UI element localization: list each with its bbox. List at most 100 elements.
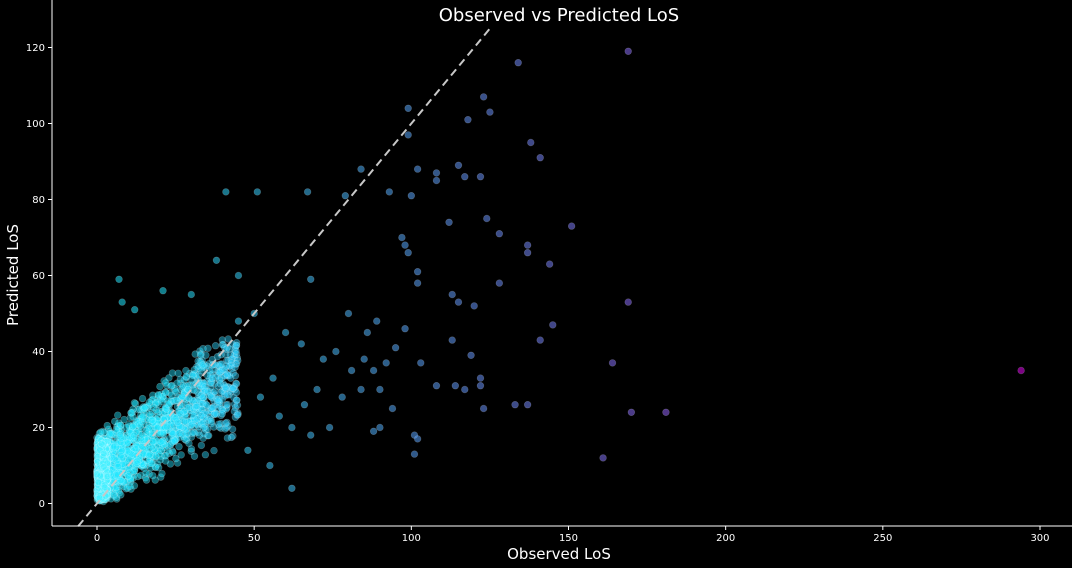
data-point [172,454,180,463]
data-point [203,425,212,433]
data-point [174,414,183,422]
data-point [165,401,173,410]
data-point [118,449,127,457]
y-tick-label: 120 [26,43,45,54]
data-point [139,408,148,417]
data-point [144,402,153,411]
data-point [214,367,222,375]
data-point [174,421,183,430]
data-point [108,429,116,438]
data-point [225,371,234,380]
data-point [114,458,122,467]
data-point [188,407,196,415]
data-point [196,417,204,426]
data-point [126,428,135,437]
data-point [133,460,141,468]
data-point [189,371,197,380]
data-point [136,441,144,449]
data-point [136,417,145,426]
data-point [158,469,166,478]
x-tick-label: 300 [1030,533,1049,544]
data-point [608,359,617,367]
data-point [145,457,153,466]
data-point [173,413,181,421]
data-point [221,364,229,373]
data-point [369,366,378,375]
data-point [205,407,213,415]
data-point [176,426,184,434]
data-point [232,379,240,387]
data-point [180,407,188,416]
data-point [174,369,182,377]
data-point [373,317,381,325]
data-point [105,430,114,438]
data-point [159,392,167,401]
data-point [161,403,169,412]
data-point [130,471,139,479]
data-point [215,423,223,431]
data-point [155,407,164,416]
data-point [189,407,198,416]
data-point [165,420,174,428]
data-point [210,391,219,399]
data-point [203,401,211,409]
data-point [138,460,147,469]
data-point [220,381,229,390]
data-point [142,427,150,435]
data-point [207,391,216,400]
data-point [166,434,174,442]
data-point [148,408,157,416]
data-point [194,362,203,370]
data-point [206,388,214,396]
data-point [170,434,178,443]
data-point [191,397,199,405]
data-point [94,478,103,487]
data-point [148,459,156,467]
data-point [180,424,188,433]
data-point [215,368,224,377]
data-point [198,405,207,414]
data-point [186,369,194,378]
data-point [210,410,219,418]
data-point [138,394,147,403]
data-point [123,457,131,465]
x-axis-label: Observed LoS [507,545,611,563]
data-point [221,419,230,427]
data-point [228,355,236,363]
data-point [137,424,145,433]
data-point [193,420,201,428]
data-point [206,374,214,383]
data-point [143,403,152,412]
data-point [99,427,107,436]
data-point [159,425,167,434]
data-point [123,477,131,486]
data-point [171,430,179,439]
data-point [511,401,519,409]
data-point [116,453,125,461]
data-point [184,417,193,426]
data-point [115,466,123,475]
data-point [137,461,145,470]
data-point [184,382,192,390]
data-point [448,290,456,299]
data-point [154,400,162,409]
dense-cluster [93,335,242,506]
data-point [112,471,120,479]
data-point [131,447,139,455]
data-point [152,453,160,461]
data-point [216,399,224,407]
data-point [153,420,161,428]
data-point [140,461,148,470]
data-point [162,404,170,413]
data-point [234,411,242,419]
data-point [199,378,207,387]
data-point [131,306,139,314]
data-point [146,424,154,432]
data-point [122,485,130,493]
data-point [175,442,183,451]
data-point [189,419,197,427]
data-point [160,452,169,460]
data-point [227,361,236,369]
data-point [160,395,168,403]
data-point [169,397,177,406]
